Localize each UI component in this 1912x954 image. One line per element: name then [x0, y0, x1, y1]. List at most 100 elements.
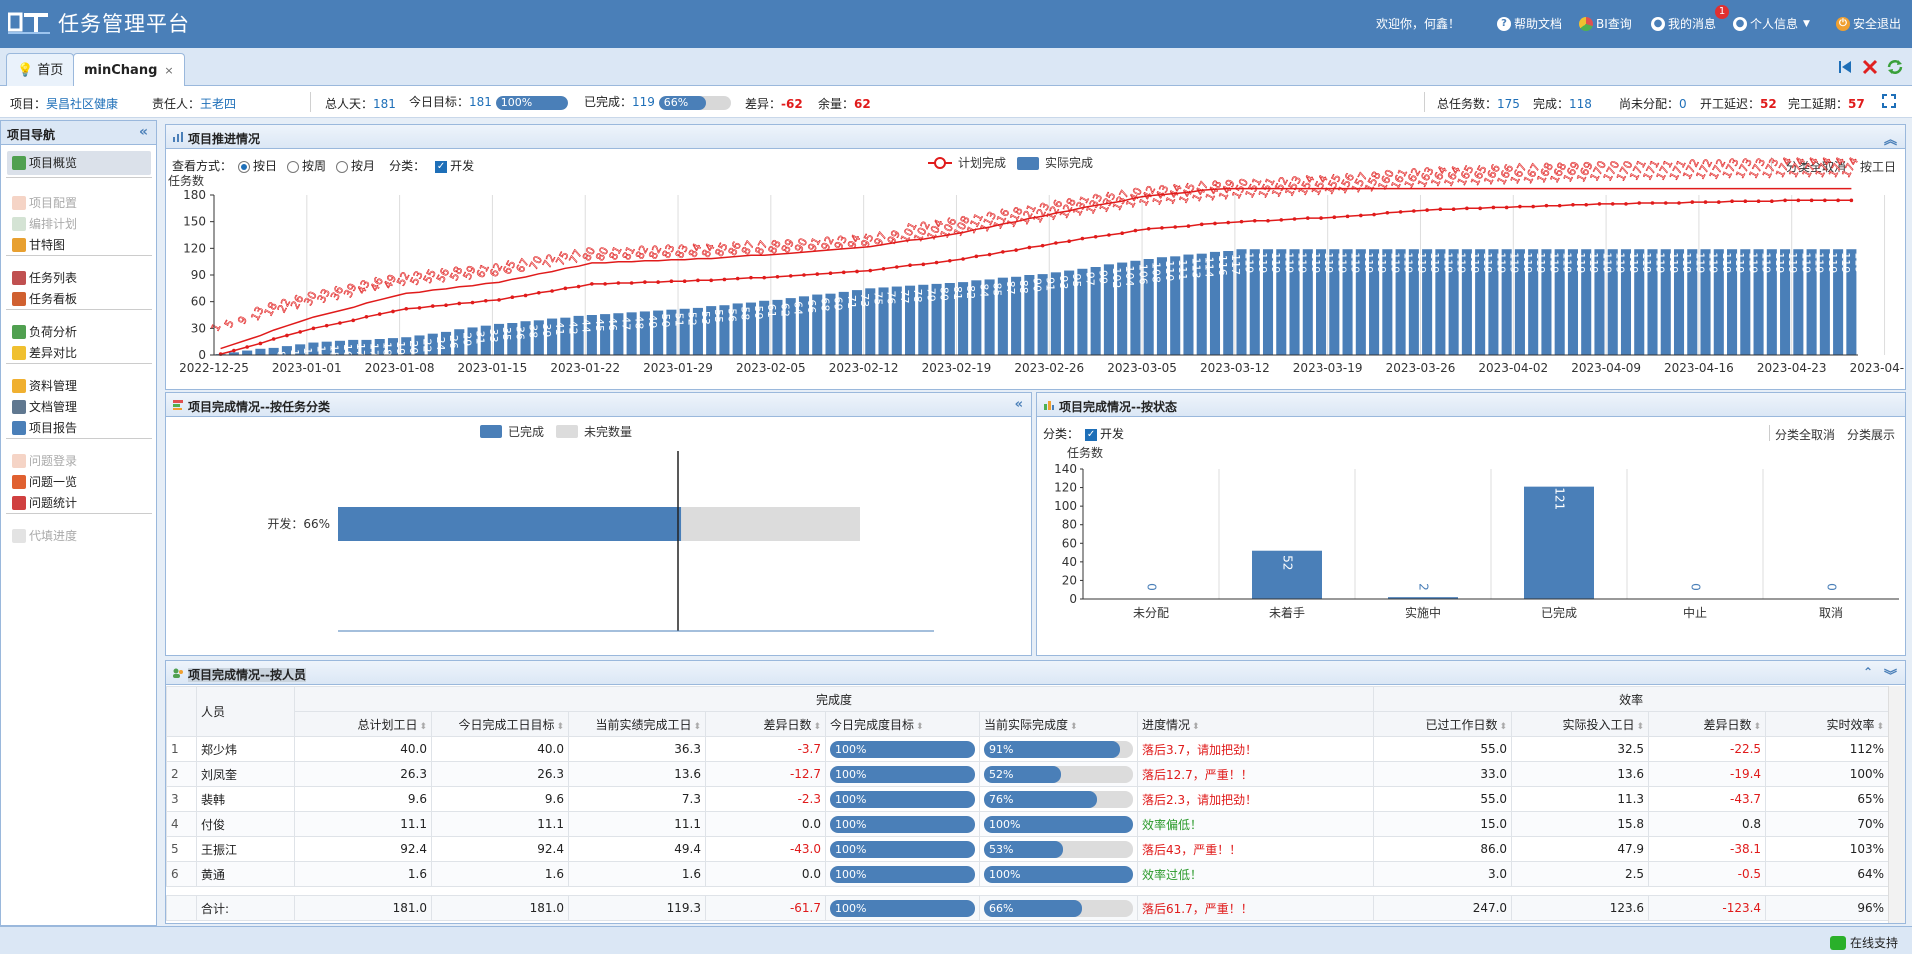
- table-scrollbar[interactable]: [1888, 686, 1905, 923]
- table-total-row: 合计: 181.0 181.0 119.3 -61.7 100% 66% 落后61.7，严重！…: [166, 895, 1890, 921]
- expand-down-icon[interactable]: ︾: [1883, 669, 1897, 684]
- sidebar-item-1[interactable]: 项目概览: [7, 151, 151, 175]
- progress-panel-header: 项目推进情况 ︽: [166, 125, 1905, 149]
- target-pct-cell-fill: [830, 840, 975, 858]
- actual-bar: [1117, 262, 1128, 355]
- col-header-9[interactable]: 实际投入工日 ⬍: [1511, 711, 1650, 737]
- cancel-all-categories-link[interactable]: 分类全取消: [1786, 160, 1847, 174]
- actual-pct-cell: 53%: [979, 836, 1138, 862]
- actual-bar-label: 106: [1136, 264, 1149, 285]
- plan-point: [656, 280, 660, 284]
- plan-point: [523, 293, 528, 298]
- col-header-label: 差异日数: [1703, 717, 1752, 732]
- actual-bar: [1448, 249, 1459, 355]
- fullscreen-icon[interactable]: [1882, 94, 1896, 108]
- col-header-11[interactable]: 实时效率 ⬍: [1765, 711, 1890, 737]
- actual-bar: [255, 348, 266, 355]
- sidebar-title: 项目导航: [7, 128, 56, 142]
- category-dev-checkbox[interactable]: ✓ 开发: [435, 157, 474, 174]
- table-row[interactable]: 3 裴韩 9.6 9.6 7.3 -2.3 100% 76% 落后2.3，请加把劲！ 55.0 11…: [166, 786, 1890, 812]
- person-name-cell: 刘凤奎: [196, 761, 295, 787]
- sidebar-item-11[interactable]: 项目报告: [7, 416, 151, 440]
- radio-by-week[interactable]: 按周: [287, 157, 326, 174]
- sidebar-item-9[interactable]: 资料管理: [7, 374, 151, 398]
- plan-point: [1809, 198, 1814, 203]
- logout-link[interactable]: ⏻ 安全退出: [1836, 15, 1901, 32]
- sidebar-item-13[interactable]: 问题一览: [7, 470, 151, 494]
- sidebar-item-4[interactable]: 甘特图: [7, 233, 151, 257]
- collapse-left-icon[interactable]: «: [1014, 397, 1023, 412]
- actual-bar-label: 119: [1826, 252, 1839, 273]
- refresh-icon[interactable]: [1886, 58, 1904, 76]
- table-row[interactable]: 5 王振江 92.4 92.4 49.4 -43.0 100% 53% 落后43，严重！！ 86.…: [166, 836, 1890, 862]
- status-cancel-all-link[interactable]: 分类全取消: [1775, 428, 1836, 442]
- target-pct-cell-fill: [830, 765, 975, 783]
- plan-point: [987, 252, 992, 257]
- col-header-10[interactable]: 差异日数 ⬍: [1648, 711, 1767, 737]
- sidebar-item-8[interactable]: 差异对比: [7, 341, 151, 365]
- actual-bar: [745, 302, 756, 355]
- actual-bar-label: 119: [1375, 252, 1388, 273]
- close-tab-icon[interactable]: [1861, 58, 1879, 76]
- col-header-6[interactable]: 当前实际完成度 ⬍: [979, 711, 1138, 737]
- radio-by-month[interactable]: 按月: [336, 157, 375, 174]
- actual-bar-label: 82: [964, 285, 977, 299]
- collapse-left-icon[interactable]: «: [138, 124, 148, 140]
- actual-bar-label: 77: [898, 290, 911, 304]
- y-tick-label: 0: [198, 348, 206, 362]
- radio-by-day[interactable]: 按日: [238, 157, 277, 174]
- target-pct-cell: 100%: [825, 736, 980, 762]
- col-header-1[interactable]: 总计划工日 ⬍: [294, 711, 432, 737]
- unassigned-value: 0: [1679, 97, 1687, 111]
- category-panel-title: 项目完成情况--按任务分类: [188, 400, 330, 414]
- actual-bar-label: 45: [593, 318, 606, 332]
- plan-point: [1743, 199, 1748, 204]
- col-header-2[interactable]: 今日完成工日目标 ⬍: [431, 711, 569, 737]
- sidebar-item-6[interactable]: 任务看板: [7, 287, 151, 311]
- table-row[interactable]: 6 黄通 1.6 1.6 1.6 0.0 100% 100% 效率过低！ 3.0 2.5 -0.5 64…: [166, 861, 1890, 887]
- sidebar-item-label: 项目配置: [29, 196, 78, 210]
- people-panel: 项目完成情况--按人员 ⌃ ︾ 人员 完成度 效率 总计划工日 ⬍ 今日完成工日目标…: [165, 660, 1906, 924]
- table-row[interactable]: 4 付俊 11.1 11.1 11.1 0.0 100% 100% 效率偏低！ 15.0 15.8 0…: [166, 811, 1890, 837]
- plan-point: [483, 298, 488, 303]
- status-category-dev-checkbox[interactable]: ✓ 开发: [1085, 425, 1124, 442]
- actual-bar-label: 119: [1521, 252, 1534, 273]
- col-header-4[interactable]: 差异日数 ⬍: [705, 711, 826, 737]
- sidebar-item-14[interactable]: 问题统计: [7, 491, 151, 515]
- actual-bar: [679, 308, 690, 355]
- tab-minchang[interactable]: minChang ×: [73, 53, 185, 87]
- col-header-3[interactable]: 当前实绩完成工日 ⬍: [568, 711, 706, 737]
- first-tab-icon[interactable]: [1836, 58, 1854, 76]
- sidebar-item-5[interactable]: 任务列表: [7, 266, 151, 290]
- col-header-7[interactable]: 进度情况 ⬍: [1136, 711, 1375, 737]
- online-support-link[interactable]: 在线支持: [1829, 934, 1898, 951]
- col-header-8[interactable]: 已过工作日数 ⬍: [1373, 711, 1513, 737]
- table-row[interactable]: 2 刘凤奎 26.3 26.3 13.6 -12.7 100% 52% 落后12.7，严重！！ 3…: [166, 761, 1890, 787]
- actual-bar: [1103, 264, 1114, 355]
- actual-bar-label: 119: [1362, 252, 1375, 273]
- bi-link[interactable]: BI查询: [1579, 15, 1632, 32]
- help-link[interactable]: ? 帮助文档: [1497, 15, 1562, 32]
- collapse-circle-icon[interactable]: ⌃: [1862, 665, 1873, 679]
- table-row[interactable]: 1 郑少炜 40.0 40.0 36.3 -3.7 100% 91% 落后3.7，请加把劲！ 55…: [166, 736, 1890, 762]
- actual-bar-label: 119: [1534, 252, 1547, 273]
- days-value: 181: [373, 97, 396, 111]
- sidebar-divider: [6, 177, 152, 178]
- actual-bar-label: 119: [1561, 252, 1574, 273]
- messages-label: 我的消息: [1668, 17, 1717, 31]
- messages-link[interactable]: ● 我的消息: [1651, 15, 1716, 32]
- sidebar-item-7[interactable]: 负荷分析: [7, 320, 151, 344]
- status-bar: [1524, 486, 1594, 599]
- sidebar-item-10[interactable]: 文档管理: [7, 395, 151, 419]
- tab-close-icon[interactable]: ×: [164, 64, 174, 77]
- plan-point: [1610, 202, 1615, 206]
- x-tick-label: 2023-02-26: [1014, 361, 1084, 375]
- passed-cell: 3.0: [1373, 861, 1513, 887]
- profile-link[interactable]: ● 个人信息 ▼: [1733, 15, 1810, 32]
- by-workday-link[interactable]: 按工日: [1860, 160, 1897, 174]
- collapse-up-icon[interactable]: ︽: [1883, 133, 1897, 148]
- tab-home[interactable]: 💡 首页: [6, 53, 75, 86]
- status-show-all-link[interactable]: 分类展示: [1847, 428, 1896, 442]
- col-header-5[interactable]: 今日完成度目标 ⬍: [825, 711, 980, 737]
- actual-bar: [281, 346, 292, 355]
